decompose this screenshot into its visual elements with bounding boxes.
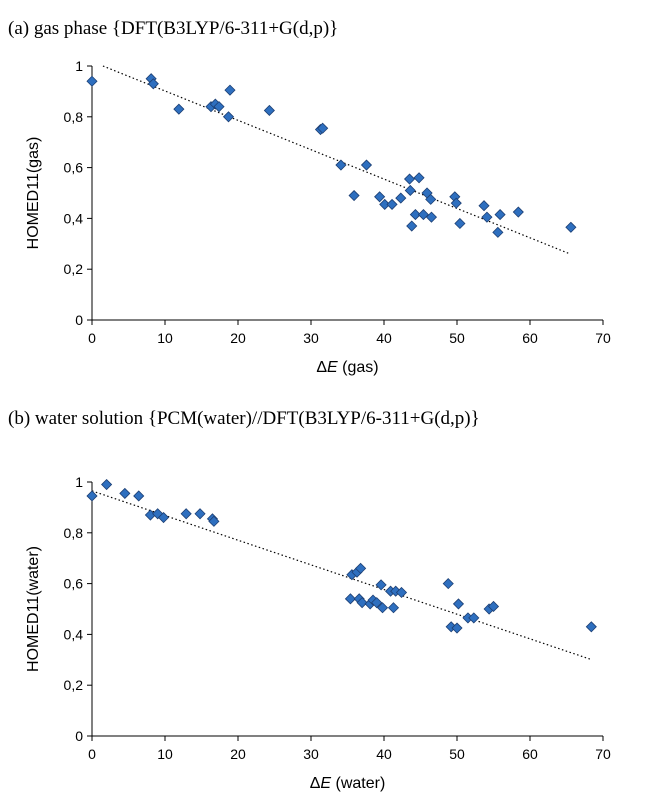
data-point: [452, 598, 465, 610]
data-point: [417, 209, 429, 221]
data-point: [395, 586, 408, 599]
y-tick-label: 0,6: [64, 576, 84, 592]
data-point: [565, 221, 577, 233]
data-point: [194, 508, 206, 520]
y-tick-label: 0,2: [64, 261, 84, 277]
data-point: [86, 75, 98, 87]
data-point: [147, 78, 159, 90]
data-point: [356, 597, 368, 609]
y-axis-label: HOMED11(gas): [25, 137, 42, 250]
data-point: [425, 193, 437, 205]
x-tick-label: 10: [157, 746, 173, 762]
data-point: [409, 209, 421, 221]
y-tick-label: 0,2: [64, 677, 84, 693]
data-point: [481, 211, 493, 223]
data-point: [335, 159, 347, 171]
y-tick-label: 0: [75, 728, 83, 744]
data-point: [468, 612, 480, 624]
x-axis-label: ΔE (gas): [316, 359, 378, 376]
x-axis-label-delta: Δ: [310, 775, 321, 792]
data-point: [386, 198, 398, 210]
data-point: [494, 209, 506, 221]
data-point: [157, 511, 170, 524]
scatter-chart-water: 0 10 20 30 40 50 60 70 0 0,2 0,4 0,6 0,8 1 HOMED11(wat…: [25, 474, 611, 792]
data-point: [512, 206, 524, 218]
x-tick-label: 60: [522, 746, 538, 762]
x-tick-label: 60: [522, 330, 538, 346]
y-tick-label: 1: [75, 474, 83, 490]
data-point: [371, 597, 383, 609]
data-point: [454, 217, 466, 230]
x-axis-label-unit: (water): [331, 775, 385, 792]
data-point: [173, 103, 185, 115]
data-point: [425, 211, 438, 223]
data-point: [442, 578, 454, 590]
data-point: [101, 478, 113, 491]
x-axis-label-delta: Δ: [316, 359, 327, 376]
x-tick-label: 30: [303, 746, 319, 762]
x-tick-label: 70: [595, 746, 611, 762]
data-point: [208, 515, 220, 527]
y-tick-label: 0: [75, 312, 83, 328]
data-point: [222, 111, 235, 123]
data-point: [406, 220, 418, 232]
data-point: [263, 104, 275, 117]
data-point: [478, 200, 490, 212]
data-point: [86, 490, 98, 502]
x-tick-label: 50: [449, 330, 465, 346]
x-axis-label: ΔE (water): [310, 775, 386, 792]
data-point: [404, 184, 416, 197]
x-tick-label: 30: [303, 330, 319, 346]
y-tick-label: 0,4: [64, 210, 84, 226]
data-point: [376, 602, 389, 614]
data-point: [487, 600, 500, 613]
chart-panel-gas: (a) gas phase {DFT(B3LYP/6-311+G(d,p)} 0…: [8, 18, 611, 376]
y-tick-label: 0,6: [64, 160, 84, 176]
data-point: [413, 172, 425, 184]
data-point: [213, 101, 225, 113]
data-point: [360, 159, 373, 171]
trendline: [102, 65, 571, 255]
x-tick-label: 0: [88, 330, 96, 346]
chart-title-gas: (a) gas phase {DFT(B3LYP/6-311+G(d,p)}: [8, 18, 339, 39]
x-tick-label: 50: [449, 746, 465, 762]
x-axis-label-symbol: E: [327, 359, 338, 376]
data-point: [450, 197, 462, 209]
data-point: [395, 192, 407, 204]
x-tick-label: 20: [230, 330, 246, 346]
data-point: [387, 602, 400, 614]
y-tick-label: 0,8: [64, 109, 84, 125]
x-tick-label: 0: [88, 746, 96, 762]
x-tick-label: 10: [157, 330, 173, 346]
data-point: [344, 593, 356, 605]
data-point: [355, 562, 367, 574]
x-tick-label: 70: [595, 330, 611, 346]
data-point: [224, 84, 236, 96]
y-tick-label: 1: [75, 58, 83, 74]
x-tick-label: 40: [376, 746, 392, 762]
scatter-chart-gas: 0 10 20 30 40 50 60 70 0 0,2 0,4 0,6 0,8 1 HOMED11(gas…: [25, 58, 611, 376]
data-point: [348, 189, 360, 202]
data-point: [403, 173, 416, 185]
data-point: [317, 122, 329, 134]
data-point: [119, 487, 131, 499]
data-point: [375, 579, 387, 591]
data-point: [379, 198, 391, 210]
chart-title-water: (b) water solution {PCM(water)//DFT(B3LY…: [8, 408, 480, 429]
x-tick-label: 20: [230, 746, 246, 762]
x-axis-label-unit: (gas): [338, 359, 379, 376]
chart-panel-water: (b) water solution {PCM(water)//DFT(B3LY…: [0, 400, 645, 800]
data-point: [133, 490, 145, 502]
x-tick-label: 40: [376, 330, 392, 346]
data-point: [585, 621, 597, 633]
data-point: [492, 226, 504, 238]
data-point: [451, 622, 463, 634]
data-point: [374, 191, 386, 203]
x-axis-label-symbol: E: [320, 775, 331, 792]
y-tick-label: 0,4: [64, 626, 84, 642]
y-tick-label: 0,8: [64, 525, 84, 541]
y-axis-label: HOMED11(water): [25, 546, 42, 672]
data-point: [180, 508, 192, 520]
